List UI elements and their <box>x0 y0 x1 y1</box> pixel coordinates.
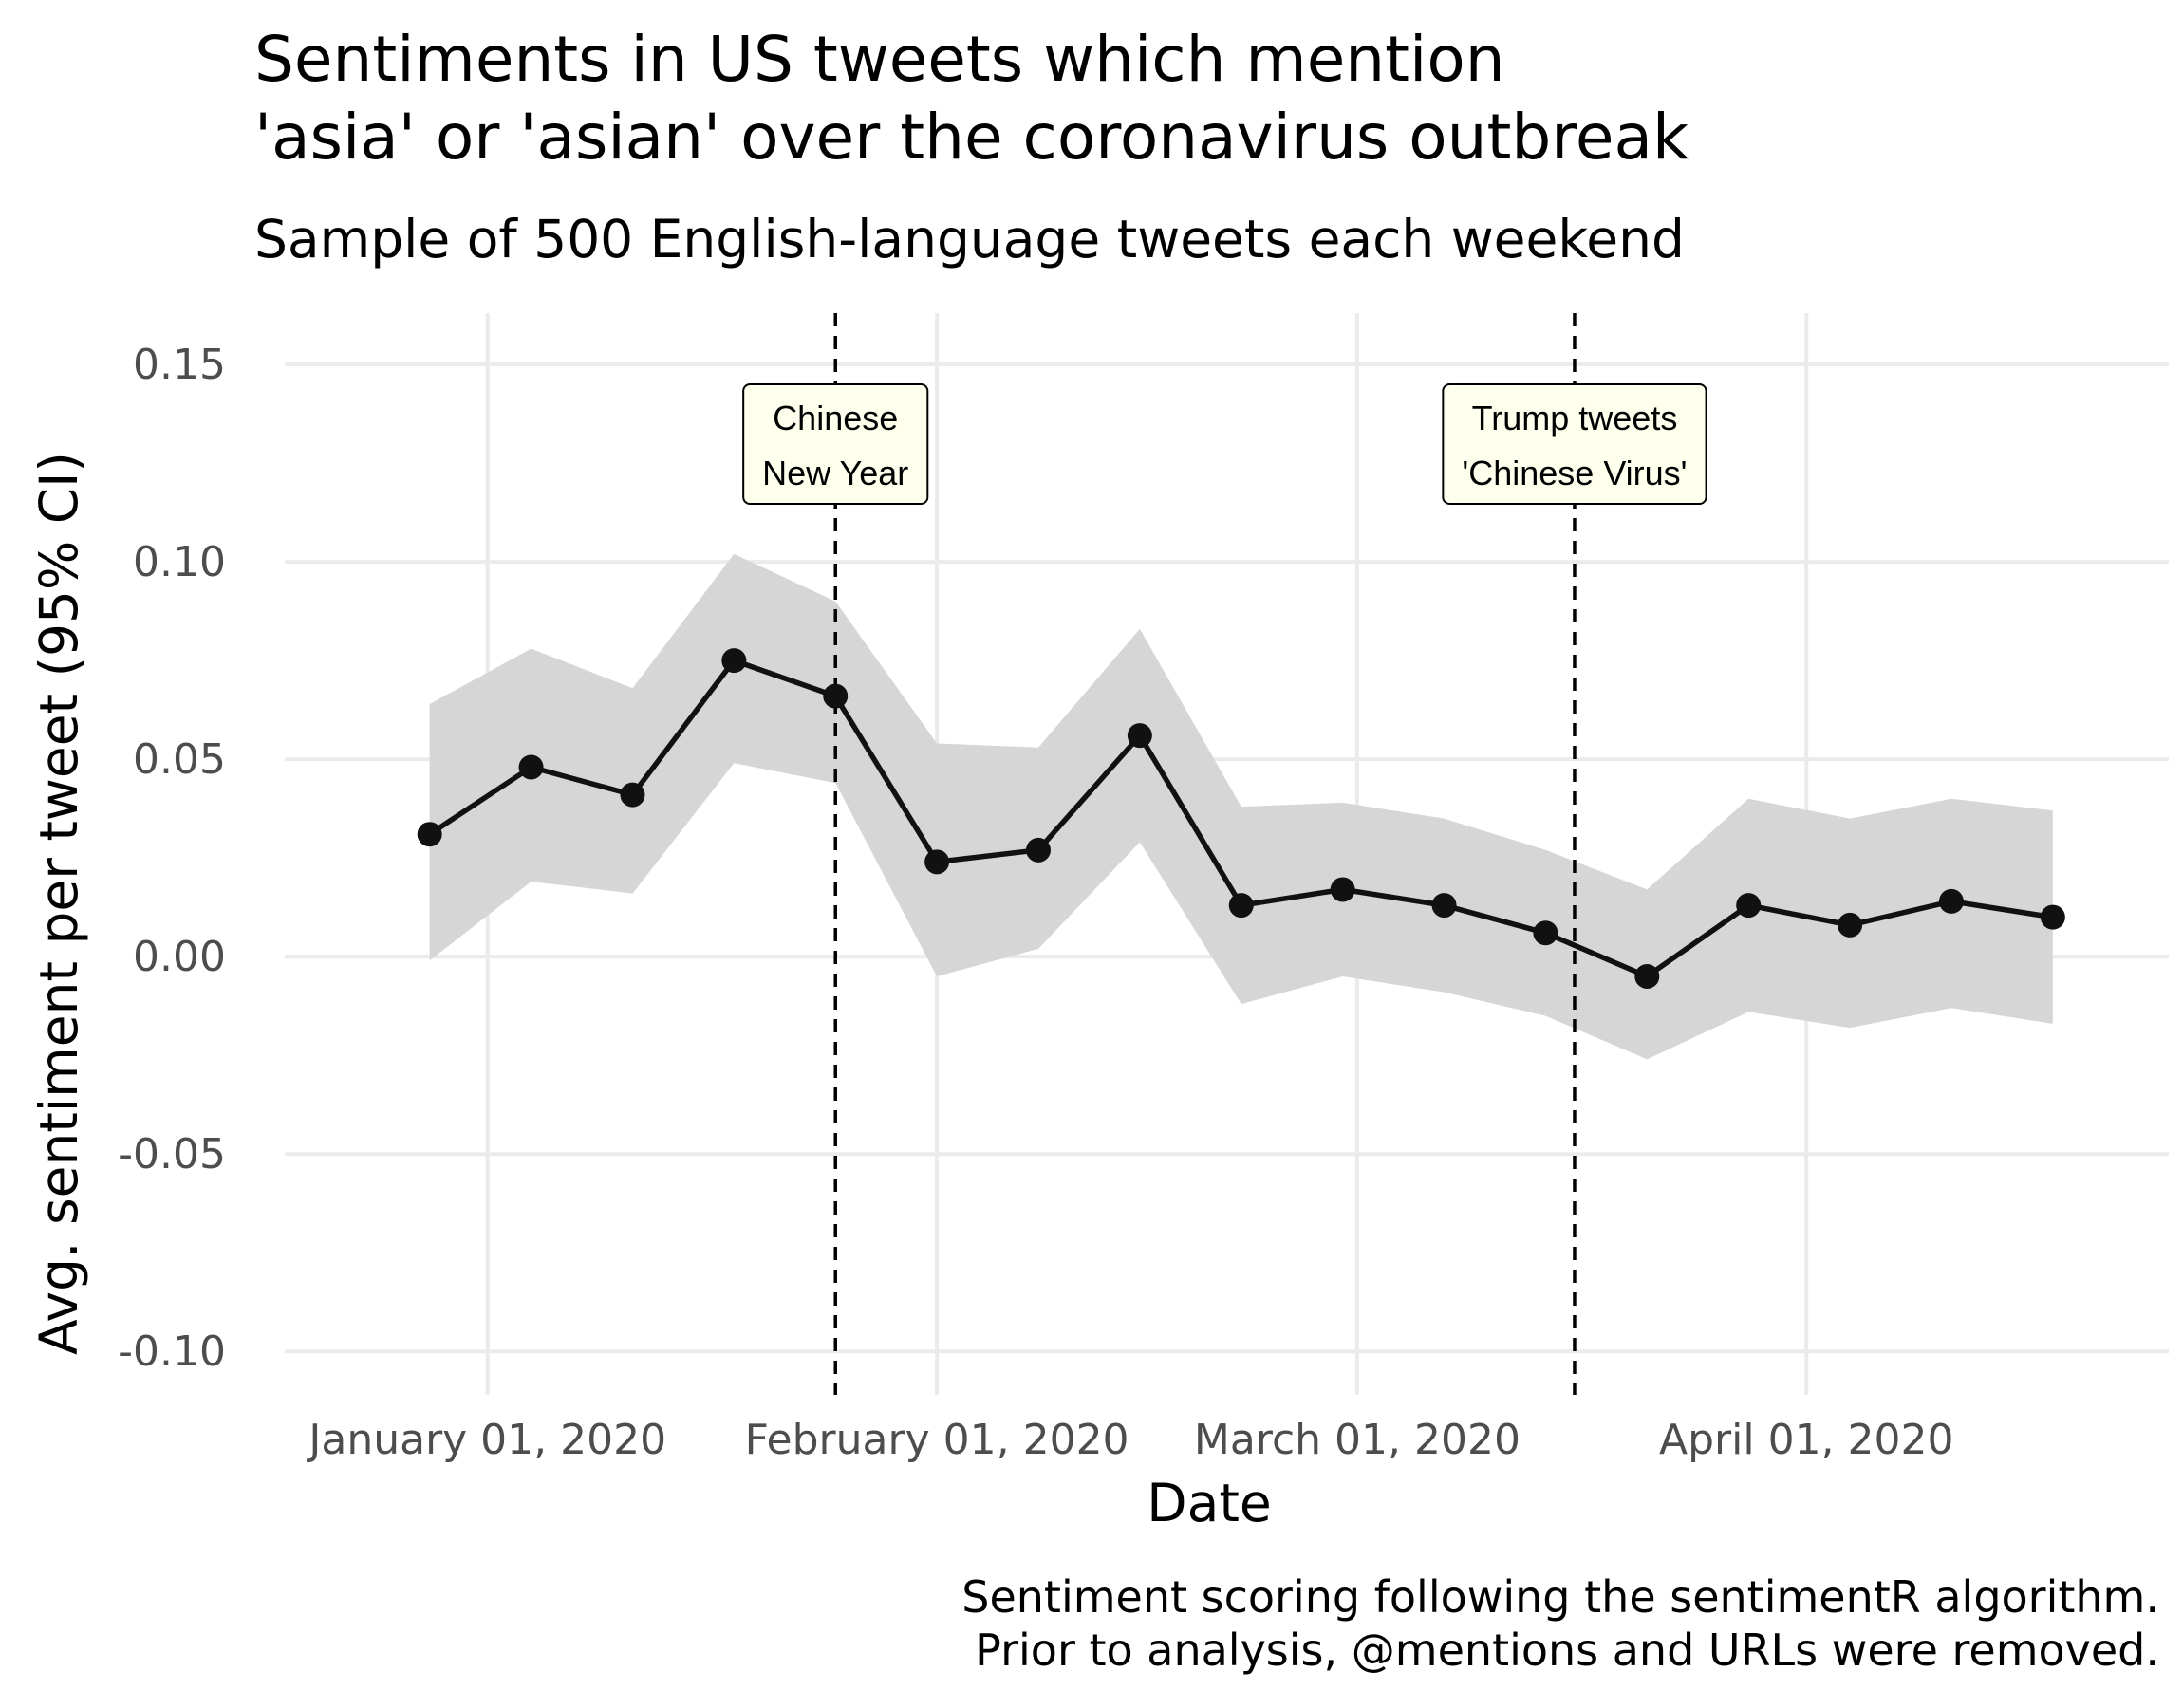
event-label-1-line-1: 'Chinese Virus' <box>1462 454 1687 492</box>
data-point-7 <box>1127 723 1152 749</box>
data-point-3 <box>721 648 747 674</box>
event-label-0-line-1: New Year <box>762 454 908 492</box>
data-point-14 <box>1838 912 1863 938</box>
data-point-5 <box>924 849 950 875</box>
event-label-1-line-0: Trump tweets <box>1472 399 1678 437</box>
y-axis-label: Avg. sentiment per tweet (95% CI) <box>28 452 89 1355</box>
x-tick-label-1: February 01, 2020 <box>745 1416 1129 1464</box>
data-point-16 <box>2040 904 2065 930</box>
chart-subtitle: Sample of 500 English-language tweets ea… <box>254 209 1685 269</box>
event-annotation-1: Trump tweets 'Chinese Virus' <box>1442 383 1707 505</box>
event-label-0-line-0: Chinese <box>773 399 898 437</box>
y-tick-label-4: -0.05 <box>118 1130 226 1179</box>
ci-ribbon-0 <box>429 553 2053 1060</box>
event-lines <box>833 313 1577 1395</box>
data-point-2 <box>620 782 645 808</box>
data-point-11 <box>1533 920 1558 946</box>
data-point-9 <box>1330 877 1355 902</box>
data-point-8 <box>1228 893 1254 919</box>
data-point-1 <box>518 754 544 780</box>
y-tick-label-3: 0.00 <box>133 933 226 981</box>
chart-title-line-2: 'asia' or 'asian' over the coronavirus o… <box>254 101 1689 174</box>
x-tick-label-0: January 01, 2020 <box>306 1416 666 1464</box>
chart-title: Sentiments in US tweets which mention 'a… <box>254 21 1689 176</box>
event-annotation-0: Chinese New Year <box>742 383 929 505</box>
x-axis-label: Date <box>1147 1473 1272 1533</box>
event-annotations: Chinese New Year Trump tweets 'Chinese Viru… <box>742 383 1707 505</box>
data-point-10 <box>1431 893 1457 919</box>
caption-line-2: Prior to analysis, @mentions and URLs we… <box>975 1624 2159 1676</box>
data-point-15 <box>1938 888 1964 914</box>
y-tick-label-0: 0.15 <box>133 341 226 389</box>
x-tick-label-2: March 01, 2020 <box>1194 1416 1521 1464</box>
caption-line-1: Sentiment scoring following the sentimen… <box>961 1571 2159 1623</box>
data-point-0 <box>417 822 442 847</box>
data-point-12 <box>1634 963 1660 989</box>
y-tick-label-1: 0.10 <box>133 538 226 586</box>
y-tick-label-5: -0.10 <box>118 1327 226 1376</box>
chart-title-line-1: Sentiments in US tweets which mention <box>254 23 1505 96</box>
data-point-6 <box>1026 837 1051 863</box>
x-axis-ticks: January 01, 2020 February 01, 2020 March 0… <box>306 1416 1953 1464</box>
y-tick-label-2: 0.05 <box>133 735 226 784</box>
data-point-13 <box>1736 893 1762 919</box>
event-label-box-0 <box>742 383 929 505</box>
x-tick-label-3: April 01, 2020 <box>1659 1416 1954 1464</box>
chart-caption: Sentiment scoring following the sentimen… <box>961 1570 2159 1677</box>
data-point-4 <box>823 683 849 709</box>
y-axis-ticks: 0.15 0.10 0.05 0.00 -0.05 -0.10 <box>118 341 226 1376</box>
data-points <box>417 648 2065 989</box>
confidence-band <box>429 553 2053 1060</box>
event-label-box-1 <box>1442 383 1707 505</box>
